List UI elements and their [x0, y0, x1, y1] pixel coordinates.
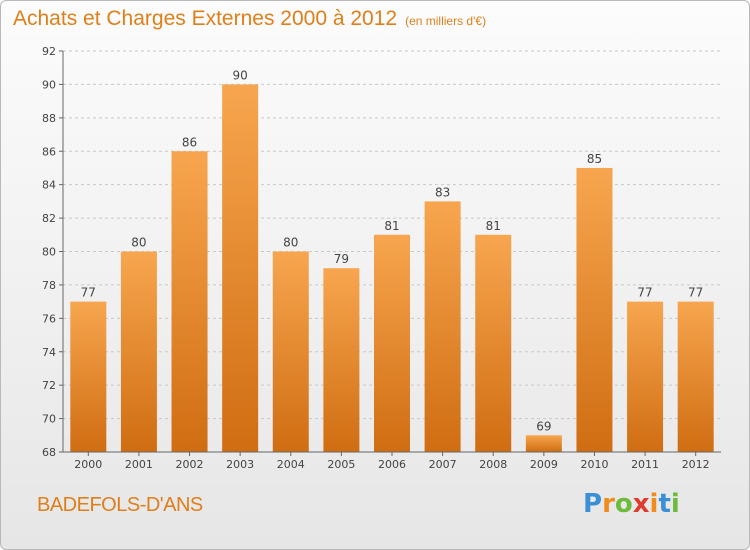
value-label-2006: 81: [384, 219, 399, 233]
bar-2006: [374, 234, 410, 452]
y-tick-label-86: 86: [42, 145, 56, 158]
y-tick-label-90: 90: [42, 78, 56, 91]
labels: 77 80 86 90 80 79 81 83 81 69 85 77 77: [81, 68, 704, 433]
y-tick-label-78: 78: [42, 279, 56, 292]
x-tick-label-2012: 2012: [682, 458, 710, 471]
logo-letter: o: [614, 489, 633, 519]
proxiti-logo: Proxiti: [583, 489, 680, 519]
value-label-2007: 83: [435, 185, 450, 199]
value-label-2008: 81: [486, 219, 501, 233]
x-tick-label-2011: 2011: [631, 458, 659, 471]
y-tick-label-68: 68: [42, 446, 56, 459]
chart-subtitle: (en milliers d'€): [405, 14, 487, 28]
value-label-2002: 86: [182, 135, 197, 149]
x-tick-label-2003: 2003: [226, 458, 254, 471]
y-tick-label-76: 76: [42, 312, 56, 325]
x-tick-label-2000: 2000: [74, 458, 102, 471]
bar-2007: [424, 201, 461, 452]
y-tick-label-74: 74: [42, 346, 56, 359]
value-label-2003: 90: [233, 68, 248, 82]
x-tick-label-2001: 2001: [125, 458, 153, 471]
value-label-2000: 77: [81, 286, 96, 300]
logo-letter: t: [658, 489, 671, 519]
y-tick-label-88: 88: [42, 112, 56, 125]
logo-letter: x: [632, 489, 650, 519]
commune-name: BADEFOLS-D'ANS: [37, 494, 203, 516]
value-label-2001: 80: [131, 236, 146, 250]
bar-2009: [525, 435, 562, 452]
value-label-2009: 69: [536, 419, 551, 433]
bar-2010: [576, 167, 613, 453]
bar-2012: [677, 301, 714, 452]
value-label-2005: 79: [334, 252, 349, 266]
y-tick-label-72: 72: [42, 379, 56, 392]
value-label-2011: 77: [637, 286, 652, 300]
x-tick-label-2002: 2002: [176, 458, 204, 471]
bars: [70, 84, 714, 453]
logo-letter: r: [602, 489, 615, 519]
y-tick-label-92: 92: [42, 45, 56, 58]
chart-title-main: Achats et Charges Externes 2000 à 2012: [13, 7, 398, 30]
bar-2000: [70, 301, 107, 452]
y-tick-label-70: 70: [42, 413, 56, 426]
value-label-2004: 80: [283, 236, 298, 250]
y-tick-label-80: 80: [42, 246, 56, 259]
value-label-2010: 85: [587, 152, 602, 166]
x-tick-label-2010: 2010: [580, 458, 608, 471]
y-tick-label-82: 82: [42, 212, 56, 225]
chart-title: Achats et Charges Externes 2000 à 2012 (e…: [13, 7, 486, 35]
y-tick-label-84: 84: [42, 179, 56, 192]
bar-2002: [171, 151, 208, 452]
bar-2001: [120, 251, 157, 452]
logo-letter: i: [670, 489, 680, 519]
x-tick-label-2008: 2008: [479, 458, 507, 471]
bar-2003: [222, 84, 259, 453]
bar-2011: [627, 301, 664, 452]
bar-2008: [475, 234, 512, 452]
bar-2005: [323, 268, 360, 452]
x-tick-label-2007: 2007: [429, 458, 457, 471]
x-tick-label-2009: 2009: [530, 458, 558, 471]
bar-2004: [272, 251, 309, 452]
x-tick-label-2004: 2004: [277, 458, 305, 471]
value-label-2012: 77: [688, 286, 703, 300]
logo-letter: P: [583, 489, 603, 519]
axes: 68 70 72 74 76 78 80 82 84 86 88 90 92 2000 2001 2002 20…: [42, 45, 721, 471]
x-tick-label-2005: 2005: [327, 458, 355, 471]
logo-letter: i: [649, 489, 659, 519]
x-tick-label-2006: 2006: [378, 458, 406, 471]
